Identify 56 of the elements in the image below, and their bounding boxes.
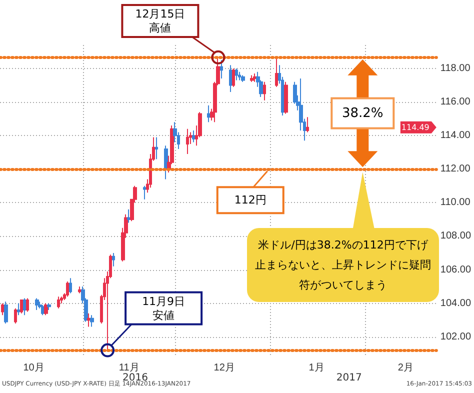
- annotation: 38.2%: [342, 106, 384, 121]
- candlestick: [44, 302, 48, 316]
- candlestick: [57, 296, 60, 309]
- candlestick: [127, 208, 131, 224]
- y-tick-label: 114.00: [440, 130, 471, 142]
- y-tick-label: 108.00: [440, 230, 472, 242]
- y-tick-label: 110.00: [440, 197, 471, 208]
- candlestick: [232, 68, 235, 88]
- y-tick-label: 104.00: [440, 298, 472, 309]
- x-tick-label: 12月: [214, 362, 235, 374]
- candlestick: [87, 312, 91, 328]
- candlestick: [14, 308, 17, 324]
- candlestick: [143, 185, 146, 200]
- candlestick: [66, 281, 69, 298]
- candlestick: [263, 81, 266, 101]
- candlestick: [69, 278, 72, 294]
- x-tick-label: 10月: [23, 362, 44, 374]
- x-tick-label: 11月: [118, 362, 140, 374]
- text: 2017: [336, 372, 362, 384]
- candlestick: [250, 74, 254, 82]
- candlestick: [164, 145, 168, 180]
- y-tick-label: 106.00: [440, 264, 472, 276]
- y-tick-label: 102.00: [440, 331, 472, 342]
- annotation: 114.49: [401, 122, 430, 132]
- candlestick: [220, 60, 223, 80]
- x-tick-label: 2月: [398, 362, 414, 374]
- candlestick: [35, 298, 39, 311]
- legend-label: 112円: [234, 194, 266, 207]
- candlestick: [253, 73, 257, 82]
- candlestick: [23, 298, 26, 316]
- x-tick-label: 1月: [308, 362, 324, 374]
- candlestick: [78, 286, 82, 294]
- candlestick: [47, 302, 51, 311]
- y-tick-label: 112.00: [440, 164, 471, 175]
- candlestick: [20, 299, 23, 314]
- candlestick: [112, 252, 115, 267]
- candlestick: [186, 128, 189, 155]
- annotation: 米ドル/円は38.2%の112円で下げ止まらないと、上昇トレンドに疑問符がついてしまう: [255, 238, 431, 292]
- candlestick: [235, 68, 238, 81]
- candlestick: [155, 136, 158, 160]
- candlestick: [229, 64, 232, 92]
- candlestick: [241, 74, 245, 82]
- candlestick: [238, 71, 241, 81]
- annotation: 12月15日高値: [135, 8, 186, 34]
- candlestick: [4, 301, 8, 324]
- candlestick: [275, 58, 278, 88]
- candlestick: [17, 302, 20, 316]
- y-tick-label: 116.00: [440, 96, 471, 108]
- candlestick: [90, 314, 94, 328]
- candlestick: [192, 130, 195, 143]
- y-tick-label: 118.00: [440, 62, 471, 74]
- annotation: 11月9日安値: [142, 294, 186, 322]
- candlestick: [207, 104, 211, 123]
- candlestick: [284, 81, 288, 114]
- candlestick: [306, 116, 309, 133]
- candlestick: [26, 298, 29, 312]
